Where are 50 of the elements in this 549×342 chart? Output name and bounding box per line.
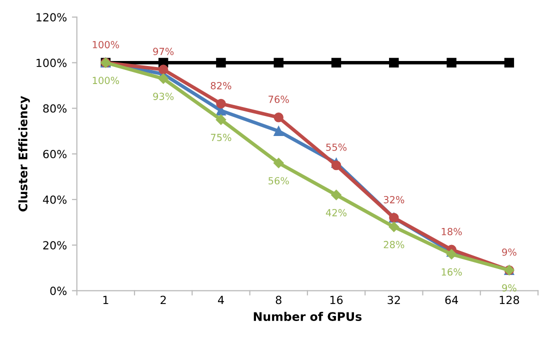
data-label: 82% xyxy=(210,82,232,90)
x-axis-title: Number of GPUs xyxy=(254,312,362,322)
data-label: 32% xyxy=(384,196,404,204)
data-label: 56% xyxy=(268,177,289,184)
point xyxy=(331,160,342,170)
x-tick-label: 4 xyxy=(218,296,224,304)
data-label: 42% xyxy=(326,209,347,216)
data-label: 97% xyxy=(153,48,174,56)
x-tick-label: 1 xyxy=(103,296,108,304)
data-label: 16% xyxy=(442,268,462,276)
point xyxy=(446,249,457,260)
point xyxy=(446,58,456,68)
y-axis-title: Cluster Efficiency xyxy=(18,96,30,212)
point xyxy=(389,58,399,68)
x-tick-label: 16 xyxy=(330,296,343,304)
point xyxy=(331,58,342,68)
point xyxy=(274,58,284,68)
data-label: 100% xyxy=(92,76,120,84)
data-label: 18% xyxy=(442,228,462,236)
point xyxy=(274,158,284,168)
point xyxy=(504,58,514,68)
data-label: 75% xyxy=(210,134,232,142)
data-label: 93% xyxy=(153,92,174,100)
x-tick-label: 128 xyxy=(500,296,520,304)
data-label: 9% xyxy=(502,284,516,292)
y-tick-label: 100% xyxy=(36,58,67,68)
y-tick-label: 120% xyxy=(36,13,67,22)
point xyxy=(216,114,226,125)
y-tick-label: 0% xyxy=(50,286,67,296)
x-tick-label: 64 xyxy=(445,296,458,304)
point xyxy=(274,126,284,136)
point xyxy=(158,64,168,74)
x-tick-label: 32 xyxy=(388,296,400,304)
data-label: 55% xyxy=(326,144,347,151)
point xyxy=(216,58,226,68)
data-label: 28% xyxy=(384,240,404,248)
data-label: 100% xyxy=(92,40,120,48)
y-tick-label: 20% xyxy=(43,241,67,250)
y-tick-label: 40% xyxy=(42,195,67,204)
x-tick-label: 2 xyxy=(160,296,166,304)
point xyxy=(388,222,400,232)
y-tick-label: 60% xyxy=(43,150,67,158)
data-label: 9% xyxy=(502,248,516,256)
point xyxy=(216,98,226,109)
x-tick-label: 8 xyxy=(276,296,282,304)
point xyxy=(331,190,342,200)
point xyxy=(274,112,284,122)
y-tick-label: 80% xyxy=(43,104,67,113)
data-label: 76% xyxy=(268,96,289,104)
point xyxy=(158,74,168,84)
